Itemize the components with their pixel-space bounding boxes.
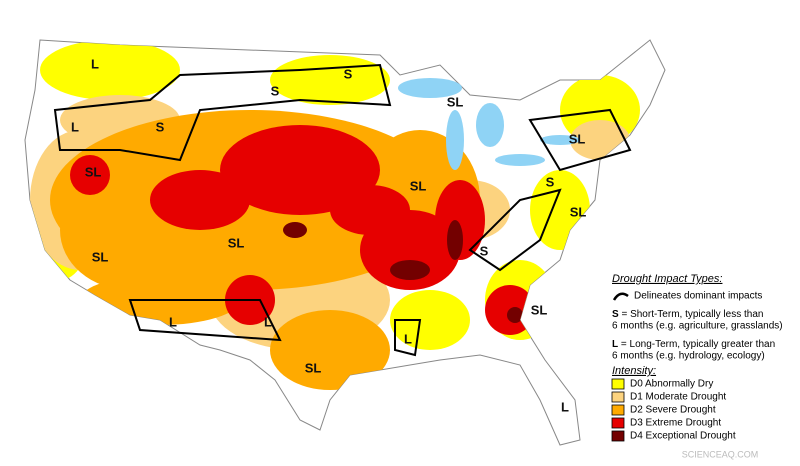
- region-label: S: [156, 119, 165, 134]
- legend-title: Drought Impact Types:: [612, 273, 722, 285]
- drought-area: [220, 125, 380, 215]
- legend: Drought Impact Types: Delineates dominan…: [611, 273, 783, 442]
- drought-area: [390, 260, 430, 280]
- legend-swatch: [611, 378, 625, 390]
- region-label: L: [561, 399, 569, 414]
- drought-area: [447, 220, 463, 260]
- legend-text: = Long-Term, typically greater than: [618, 339, 775, 350]
- legend-swatch: [611, 391, 625, 403]
- region-labels: L S S SL L S SL SL SL S SL SL S SL L L SL L SL L: [71, 56, 586, 414]
- drought-area: [507, 307, 523, 323]
- legend-title: Intensity:: [612, 365, 656, 377]
- drought-area: [40, 40, 180, 100]
- legend-text: = Short-Term, typically less than: [619, 309, 764, 320]
- region-label: S: [480, 243, 489, 258]
- drought-area: [283, 222, 307, 238]
- legend-text: Delineates dominant impacts: [634, 291, 762, 302]
- region-label: L: [169, 314, 177, 329]
- legend-text: 6 months (e.g. hydrology, ecology): [612, 351, 765, 362]
- region-label: SL: [569, 131, 586, 146]
- region-label: SL: [92, 249, 109, 264]
- drought-area: [70, 155, 110, 195]
- region-label: SL: [85, 164, 102, 179]
- drought-area: [330, 185, 410, 235]
- boundary-icon: [612, 292, 629, 301]
- drought-area: [150, 170, 250, 230]
- region-label: SL: [531, 302, 548, 317]
- legend-label: D2 Severe Drought: [630, 405, 716, 416]
- region-label: L: [91, 56, 99, 71]
- legend-swatch: [611, 417, 625, 429]
- drought-area: [270, 55, 390, 105]
- region-label: SL: [305, 360, 322, 375]
- region-label: L: [404, 331, 412, 346]
- region-label: L: [264, 314, 272, 329]
- legend-label: D1 Moderate Drought: [630, 392, 726, 403]
- legend-text: 6 months (e.g. agriculture, grasslands): [612, 321, 783, 332]
- legend-text: S = Short-Term, typically less than: [612, 309, 763, 320]
- drought-area: [270, 310, 390, 390]
- region-label: SL: [447, 94, 464, 109]
- legend-swatch: [611, 404, 625, 416]
- legend-label: D0 Abnormally Dry: [630, 379, 713, 390]
- legend-key: L: [612, 339, 618, 350]
- drought-area: [390, 290, 470, 350]
- region-label: S: [546, 174, 555, 189]
- great-lakes: [398, 78, 580, 170]
- region-label: S: [271, 83, 280, 98]
- region-label: L: [71, 119, 79, 134]
- legend-text: L = Long-Term, typically greater than: [612, 339, 775, 350]
- region-label: SL: [570, 204, 587, 219]
- region-label: SL: [228, 235, 245, 250]
- impact-boundaries: [53, 63, 632, 357]
- watermark: SCIENCEAQ.COM: [682, 449, 759, 459]
- legend-swatch: [611, 430, 625, 442]
- region-label: S: [344, 66, 353, 81]
- legend-label: D3 Extreme Drought: [630, 418, 721, 429]
- region-label: SL: [410, 178, 427, 193]
- legend-key: S: [612, 309, 619, 320]
- legend-label: D4 Exceptional Drought: [630, 431, 736, 442]
